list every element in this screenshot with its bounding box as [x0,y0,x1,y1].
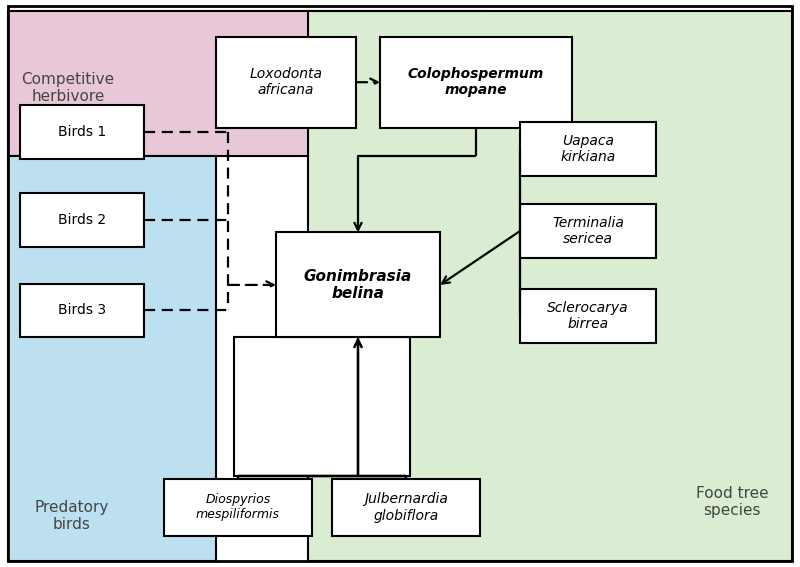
FancyBboxPatch shape [520,289,656,343]
Text: Gonimbrasia
belina: Gonimbrasia belina [304,269,412,301]
Text: Birds 3: Birds 3 [58,303,106,318]
FancyBboxPatch shape [20,193,144,247]
FancyBboxPatch shape [234,337,410,476]
Text: Competitive
herbivore: Competitive herbivore [22,71,114,104]
FancyBboxPatch shape [380,37,572,128]
FancyBboxPatch shape [216,37,356,128]
FancyBboxPatch shape [332,479,480,536]
Text: Julbernardia
globiflora: Julbernardia globiflora [364,492,448,523]
FancyBboxPatch shape [308,11,792,561]
FancyBboxPatch shape [520,122,656,176]
FancyBboxPatch shape [20,284,144,337]
FancyBboxPatch shape [164,479,312,536]
Text: Colophospermum
mopane: Colophospermum mopane [408,67,544,98]
Text: Birds 2: Birds 2 [58,213,106,227]
FancyBboxPatch shape [20,105,144,159]
FancyBboxPatch shape [520,204,656,258]
FancyBboxPatch shape [276,232,440,337]
FancyBboxPatch shape [8,156,216,561]
FancyBboxPatch shape [8,11,484,156]
Text: Loxodonta
africana: Loxodonta africana [250,67,322,98]
Text: Uapaca
kirkiana: Uapaca kirkiana [560,134,616,164]
Text: Terminalia
sericea: Terminalia sericea [552,216,624,246]
Text: Sclerocarya
birrea: Sclerocarya birrea [547,301,629,331]
Text: Predatory
birds: Predatory birds [35,500,109,532]
Text: Diospyrios
mespiliformis: Diospyrios mespiliformis [196,493,280,522]
Text: Food tree
species: Food tree species [696,485,768,518]
Text: Birds 1: Birds 1 [58,125,106,139]
